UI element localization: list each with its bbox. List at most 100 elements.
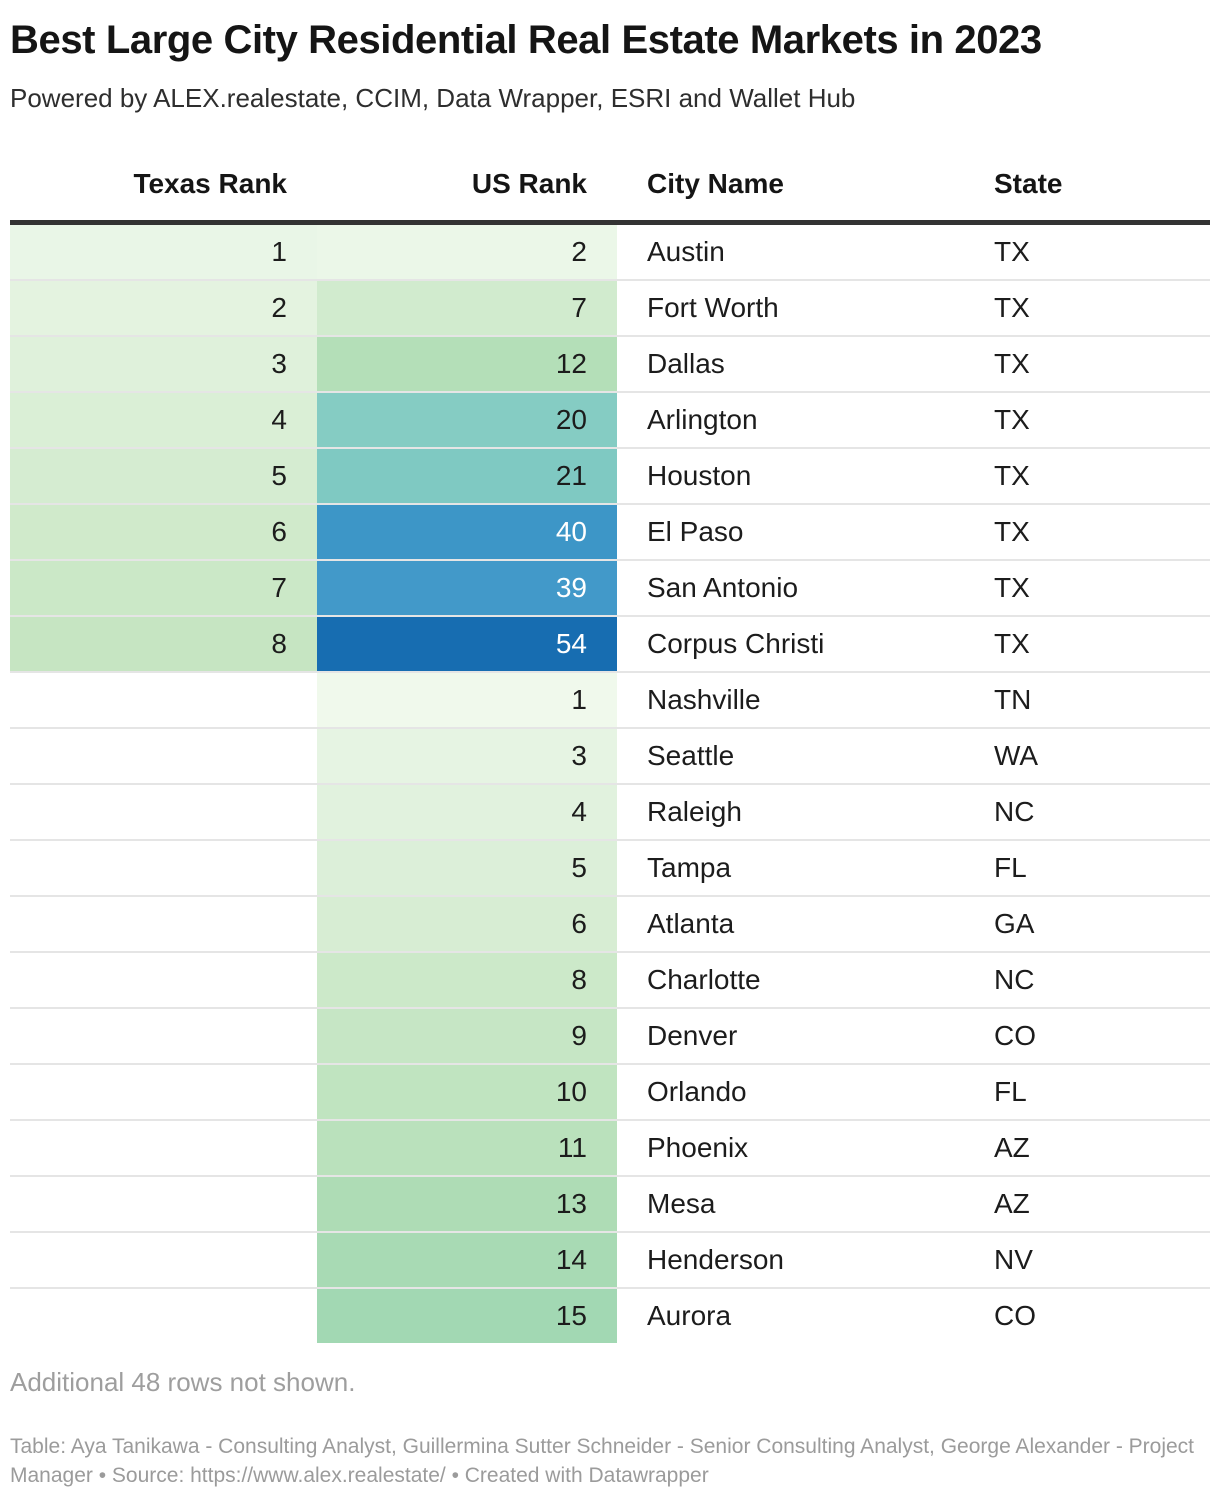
table-row: 3 Seattle WA (10, 726, 1210, 784)
texas-rank-cell (10, 1118, 317, 1176)
table-row: 2 7 Fort Worth TX (10, 278, 1210, 336)
texas-rank-cell (10, 782, 317, 840)
state-cell: TX (964, 278, 1210, 336)
us-rank-cell: 20 (317, 390, 617, 448)
texas-rank-cell (10, 670, 317, 728)
texas-rank-cell: 8 (10, 614, 317, 672)
state-cell: TX (964, 334, 1210, 392)
texas-rank-cell (10, 1286, 317, 1343)
city-name-cell: Austin (647, 235, 725, 267)
rankings-table: Texas Rank US Rank City Name State 1 2 Aus… (10, 168, 1210, 1343)
city-name-cell: Fort Worth (617, 278, 964, 336)
table-row: 15 Aurora CO (10, 1286, 1210, 1343)
col-header-us-rank: US Rank (471, 167, 587, 199)
city-name-cell: Aurora (617, 1286, 964, 1343)
state-cell: WA (964, 726, 1210, 784)
state-cell: FL (964, 1062, 1210, 1120)
city-name-cell: Phoenix (617, 1118, 964, 1176)
col-header-texas-rank: Texas Rank (133, 167, 287, 199)
table-row: 1 Nashville TN (10, 670, 1210, 728)
datawrapper-table-chart: Best Large City Residential Real Estate … (0, 16, 1220, 1490)
table-row: 6 Atlanta GA (10, 894, 1210, 952)
col-header-state: State (994, 167, 1063, 199)
table-header-row: Texas Rank US Rank City Name State (10, 168, 1210, 223)
table-row: 9 Denver CO (10, 1006, 1210, 1064)
table-row: 5 Tampa FL (10, 838, 1210, 896)
table-row: 5 21 Houston TX (10, 446, 1210, 504)
us-rank-cell: 13 (317, 1174, 617, 1232)
table-row: 10 Orlando FL (10, 1062, 1210, 1120)
state-cell: TX (964, 614, 1210, 672)
us-rank-cell: 54 (317, 614, 617, 672)
texas-rank-cell: 1 (10, 222, 317, 280)
us-rank-cell: 10 (317, 1062, 617, 1120)
texas-rank-cell: 6 (10, 502, 317, 560)
us-rank-cell: 8 (317, 950, 617, 1008)
table-row: 8 54 Corpus Christi TX (10, 614, 1210, 672)
table-row: 11 Phoenix AZ (10, 1118, 1210, 1176)
table-body: 1 2 Austin TX 2 7 Fort Worth TX 3 12 Dallas TX 4 20 Ar… (10, 222, 1210, 1343)
us-rank-cell: 14 (317, 1230, 617, 1288)
us-rank-cell: 39 (317, 558, 617, 616)
state-cell: NC (964, 782, 1210, 840)
texas-rank-cell (10, 950, 317, 1008)
state-cell: TX (964, 502, 1210, 560)
texas-rank-cell: 5 (10, 446, 317, 504)
city-name-cell: Tampa (617, 838, 964, 896)
us-rank-cell: 2 (317, 222, 617, 280)
table-row: 3 12 Dallas TX (10, 334, 1210, 392)
state-cell: NV (964, 1230, 1210, 1288)
texas-rank-cell (10, 838, 317, 896)
state-cell: TN (964, 670, 1210, 728)
us-rank-cell: 7 (317, 278, 617, 336)
texas-rank-cell: 7 (10, 558, 317, 616)
city-name-cell: Atlanta (617, 894, 964, 952)
table-row: 14 Henderson NV (10, 1230, 1210, 1288)
state-cell: AZ (964, 1174, 1210, 1232)
us-rank-cell: 1 (317, 670, 617, 728)
city-name-cell: Mesa (617, 1174, 964, 1232)
texas-rank-cell (10, 1174, 317, 1232)
us-rank-cell: 21 (317, 446, 617, 504)
us-rank-cell: 40 (317, 502, 617, 560)
city-name-cell: Raleigh (617, 782, 964, 840)
us-rank-cell: 9 (317, 1006, 617, 1064)
state-cell: TX (964, 446, 1210, 504)
texas-rank-cell (10, 1062, 317, 1120)
state-cell: TX (964, 558, 1210, 616)
footer-attribution: Table: Aya Tanikawa - Consulting Analyst… (10, 1434, 1195, 1487)
state-cell: CO (964, 1006, 1210, 1064)
table-row: 13 Mesa AZ (10, 1174, 1210, 1232)
texas-rank-cell: 3 (10, 334, 317, 392)
us-rank-cell: 15 (317, 1286, 617, 1343)
table-row: 1 2 Austin TX (10, 222, 1210, 280)
us-rank-cell: 4 (317, 782, 617, 840)
city-name-cell: El Paso (617, 502, 964, 560)
page-subtitle: Powered by ALEX.realestate, CCIM, Data W… (10, 83, 856, 113)
state-cell: TX (964, 390, 1210, 448)
state-cell: CO (964, 1286, 1210, 1343)
texas-rank-cell (10, 1230, 317, 1288)
city-name-cell: Nashville (617, 670, 964, 728)
us-rank-cell: 11 (317, 1118, 617, 1176)
texas-rank-cell: 4 (10, 390, 317, 448)
state-cell: GA (964, 894, 1210, 952)
texas-rank-cell (10, 1006, 317, 1064)
page-title: Best Large City Residential Real Estate … (10, 18, 1042, 62)
us-rank-cell: 12 (317, 334, 617, 392)
city-name-cell: San Antonio (617, 558, 964, 616)
table-row: 4 Raleigh NC (10, 782, 1210, 840)
texas-rank-cell: 2 (10, 278, 317, 336)
city-name-cell: Seattle (617, 726, 964, 784)
city-name-cell: Henderson (617, 1230, 964, 1288)
table-row: 7 39 San Antonio TX (10, 558, 1210, 616)
city-name-cell: Corpus Christi (617, 614, 964, 672)
us-rank-cell: 6 (317, 894, 617, 952)
state-cell: AZ (964, 1118, 1210, 1176)
state-cell: TX (994, 235, 1030, 267)
table-header: Texas Rank US Rank City Name State (10, 168, 1210, 223)
city-name-cell: Houston (617, 446, 964, 504)
city-name-cell: Arlington (617, 390, 964, 448)
state-cell: FL (964, 838, 1210, 896)
texas-rank-cell (10, 726, 317, 784)
